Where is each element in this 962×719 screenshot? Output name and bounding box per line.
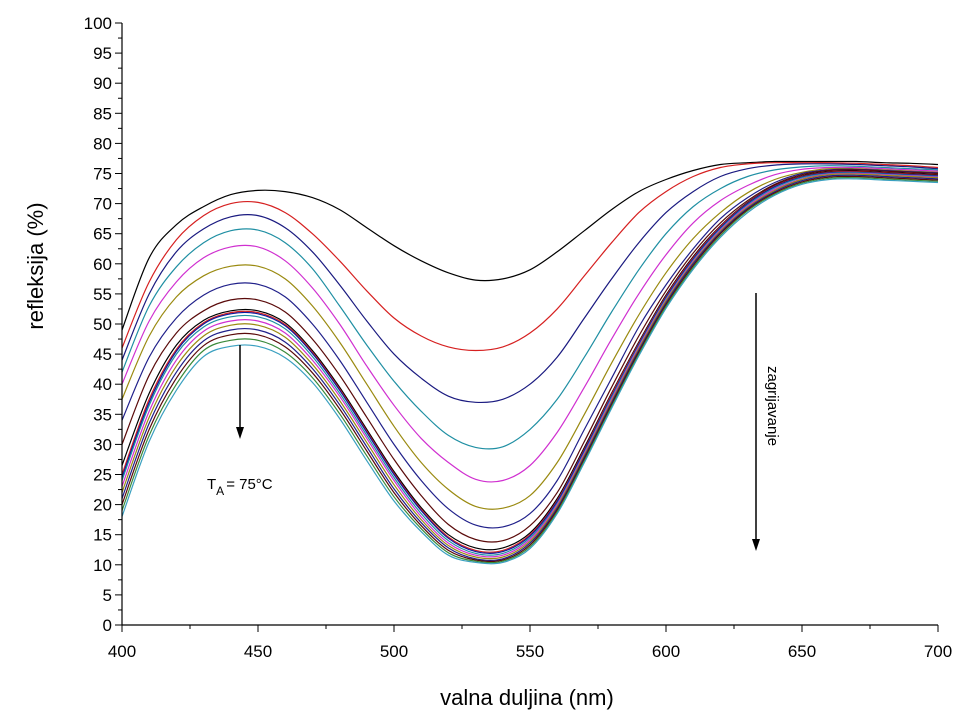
x-tick-label: 400	[108, 642, 136, 661]
series-line-16	[121, 175, 939, 563]
heating-arrow-head	[752, 539, 760, 551]
x-tick-label: 600	[652, 642, 680, 661]
y-tick-label: 85	[93, 104, 112, 123]
temperature-annotation-subscript: A	[216, 484, 224, 498]
y-tick-label: 20	[93, 496, 112, 515]
y-tick-label: 45	[93, 345, 112, 364]
x-tick-label: 650	[788, 642, 816, 661]
y-tick-label: 70	[93, 195, 112, 214]
series-line-8	[121, 169, 939, 543]
label-layer: 0 5 10 15 20 25 30 35 40 45 50 55 60 65 70 75 80 85 90 95 10…	[84, 14, 953, 661]
temperature-arrow-head	[236, 427, 244, 439]
y-tick-label: 90	[93, 74, 112, 93]
x-tick-label: 700	[924, 642, 952, 661]
series-line-14	[121, 173, 939, 560]
series-line-12	[121, 172, 939, 556]
y-tick-label: 35	[93, 405, 112, 424]
x-tick-label: 450	[244, 642, 272, 661]
temperature-annotation: TA = 75°C	[207, 476, 273, 498]
y-tick-label: 100	[84, 14, 112, 33]
axis-layer	[115, 22, 939, 632]
x-axis-title: valna duljina (nm)	[440, 685, 614, 710]
y-tick-label: 25	[93, 466, 112, 485]
series-line-6	[121, 167, 939, 510]
y-tick-label: 50	[93, 315, 112, 334]
y-tick-label: 60	[93, 255, 112, 274]
x-tick-label: 550	[516, 642, 544, 661]
y-tick-label: 80	[93, 134, 112, 153]
series-line-13	[121, 172, 939, 558]
series-line-18	[121, 178, 939, 565]
y-tick-label: 5	[103, 586, 112, 605]
series-line-3	[121, 163, 939, 404]
series-layer	[121, 160, 939, 565]
series-line-4	[121, 165, 939, 450]
y-tick-label: 40	[93, 375, 112, 394]
temperature-annotation-value: = 75°C	[226, 476, 273, 493]
y-axis-title: refleksija (%)	[23, 202, 48, 329]
y-tick-label: 65	[93, 225, 112, 244]
y-tick-label: 30	[93, 435, 112, 454]
x-tick-label: 500	[380, 642, 408, 661]
y-tick-label: 15	[93, 526, 112, 545]
y-tick-label: 0	[103, 616, 112, 635]
series-line-5	[121, 166, 939, 483]
temperature-annotation-symbol: T	[207, 476, 216, 493]
series-line-15	[121, 174, 939, 562]
series-line-2	[121, 162, 939, 352]
y-tick-label: 55	[93, 285, 112, 304]
y-tick-label: 95	[93, 44, 112, 63]
heating-annotation: zagrijavanje	[764, 366, 781, 446]
y-tick-label: 75	[93, 165, 112, 184]
series-line-17	[121, 177, 939, 564]
series-line-7	[121, 168, 939, 529]
y-tick-label: 10	[93, 556, 112, 575]
series-line-1	[121, 160, 939, 331]
